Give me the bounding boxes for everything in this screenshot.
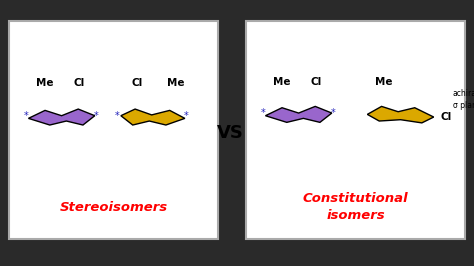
Text: Constitutional
isomers: Constitutional isomers	[303, 193, 408, 222]
Polygon shape	[121, 109, 185, 125]
Text: Cl: Cl	[441, 112, 452, 122]
Text: Stereoisomers: Stereoisomers	[60, 201, 168, 214]
Text: Cl: Cl	[310, 77, 322, 87]
Text: *: *	[184, 111, 189, 121]
Text: Me: Me	[273, 77, 291, 87]
Text: *: *	[24, 111, 28, 121]
Text: *: *	[94, 111, 99, 121]
FancyBboxPatch shape	[9, 21, 218, 239]
Polygon shape	[28, 109, 95, 125]
Polygon shape	[265, 106, 332, 122]
Text: *: *	[331, 108, 336, 118]
Text: Cl: Cl	[132, 78, 143, 89]
Text: achiral
σ plane: achiral σ plane	[453, 89, 474, 110]
Text: Me: Me	[375, 77, 392, 87]
Text: Cl: Cl	[73, 78, 85, 89]
Text: Me: Me	[36, 78, 54, 89]
Text: VS: VS	[217, 124, 243, 142]
FancyBboxPatch shape	[246, 21, 465, 239]
Polygon shape	[367, 106, 434, 123]
Text: *: *	[115, 111, 120, 121]
Text: *: *	[261, 108, 265, 118]
Text: Me: Me	[167, 78, 184, 89]
